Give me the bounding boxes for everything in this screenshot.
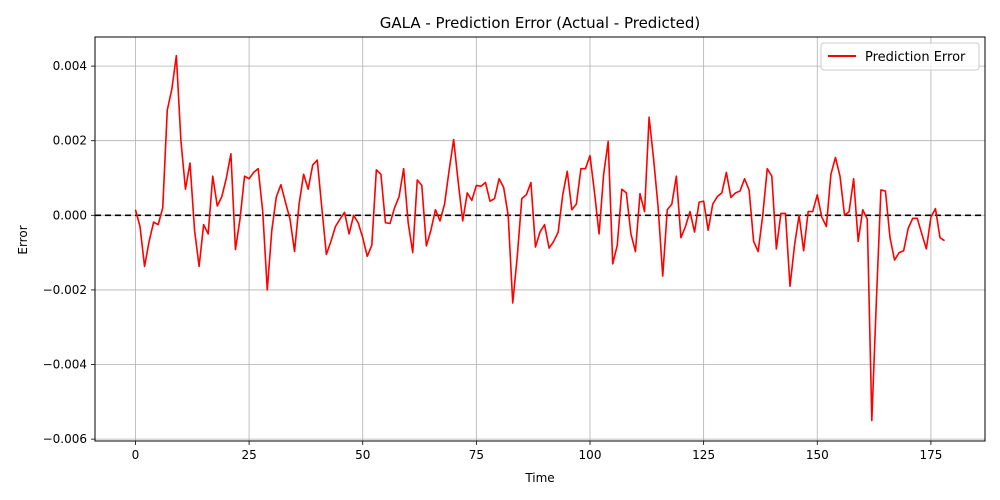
series-layer	[134, 54, 945, 422]
prediction-error-line	[134, 54, 945, 422]
x-tick-label: 175	[919, 448, 942, 462]
x-tick-label: 25	[241, 448, 256, 462]
legend: Prediction Error	[820, 42, 980, 71]
legend-label: Prediction Error	[865, 50, 966, 65]
chart-title: GALA - Prediction Error (Actual - Predic…	[380, 14, 700, 32]
y-tick-label: 0.002	[53, 134, 87, 148]
x-tick-label: 125	[692, 448, 715, 462]
x-tick-label: 75	[469, 448, 484, 462]
tick-layer: 0 25 50 75 100 125 150 175 −0.006 −0.004 −0.002 0.0…	[43, 59, 943, 462]
grid-layer	[95, 37, 985, 441]
x-tick-label: 150	[806, 448, 829, 462]
x-tick-label: 100	[579, 448, 602, 462]
y-tick-label: −0.004	[43, 358, 87, 372]
x-axis-title: Time	[524, 471, 554, 485]
legend-box	[820, 42, 980, 71]
y-tick-label: −0.002	[43, 283, 87, 297]
y-axis-title: Error	[16, 225, 30, 254]
y-tick-label: −0.006	[43, 432, 87, 446]
x-tick-label: 0	[132, 448, 140, 462]
y-tick-label: 0.004	[53, 59, 87, 73]
y-tick-label: 0.000	[53, 208, 87, 222]
x-tick-label: 50	[355, 448, 370, 462]
plot-frame	[94, 36, 986, 442]
